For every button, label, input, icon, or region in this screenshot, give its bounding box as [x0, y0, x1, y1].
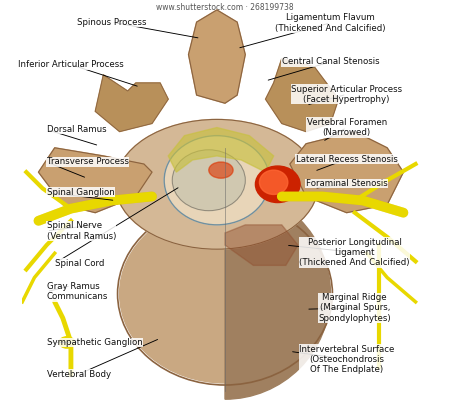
Text: Superior Articular Process
(Facet Hypertrophy): Superior Articular Process (Facet Hypert…	[291, 84, 402, 104]
Wedge shape	[225, 188, 330, 399]
Text: Gray Ramus
Communicans: Gray Ramus Communicans	[47, 282, 108, 302]
Text: Marginal Ridge
(Marginal Spurs,
Spondylophytes): Marginal Ridge (Marginal Spurs, Spondylo…	[319, 293, 391, 323]
Text: Sympathetic Ganglion: Sympathetic Ganglion	[47, 338, 142, 347]
Text: Intervertebral Surface
(Osteochondrosis
Of The Endplate): Intervertebral Surface (Osteochondrosis …	[299, 345, 394, 375]
Text: Central Canal Stenosis: Central Canal Stenosis	[282, 58, 379, 67]
Text: Vertebral Foramen
(Narrowed): Vertebral Foramen (Narrowed)	[306, 118, 387, 137]
Ellipse shape	[120, 204, 330, 383]
Text: Posterior Longitudinal
Ligament
(Thickened And Calcified): Posterior Longitudinal Ligament (Thicken…	[300, 237, 410, 267]
Text: Spinal Ganglion: Spinal Ganglion	[47, 188, 114, 197]
Text: Transverse Process: Transverse Process	[47, 157, 129, 166]
Ellipse shape	[116, 120, 318, 249]
Text: Spinal Nerve
(Ventral Ramus): Spinal Nerve (Ventral Ramus)	[47, 221, 116, 241]
Polygon shape	[168, 128, 274, 172]
Ellipse shape	[172, 150, 245, 211]
Polygon shape	[39, 148, 152, 213]
Text: Foraminal Stenosis: Foraminal Stenosis	[306, 179, 387, 188]
Ellipse shape	[256, 166, 300, 202]
Polygon shape	[189, 10, 245, 103]
Ellipse shape	[260, 170, 288, 195]
Text: Dorsal Ramus: Dorsal Ramus	[47, 125, 106, 134]
Text: Lateral Recess Stenosis: Lateral Recess Stenosis	[296, 155, 398, 164]
Ellipse shape	[59, 337, 75, 348]
Text: Vertebral Body: Vertebral Body	[47, 370, 111, 379]
Text: Inferior Articular Process: Inferior Articular Process	[18, 60, 124, 69]
Polygon shape	[266, 59, 338, 132]
Polygon shape	[95, 75, 168, 132]
Polygon shape	[290, 132, 403, 213]
Ellipse shape	[209, 162, 233, 178]
Text: Spinous Process: Spinous Process	[76, 18, 146, 27]
Polygon shape	[225, 225, 298, 265]
Ellipse shape	[164, 135, 270, 225]
Text: Ligamentum Flavum
(Thickened And Calcified): Ligamentum Flavum (Thickened And Calcifi…	[275, 13, 386, 33]
Text: www.shutterstock.com · 268199738: www.shutterstock.com · 268199738	[156, 3, 294, 12]
Text: Spinal Cord: Spinal Cord	[55, 259, 104, 268]
